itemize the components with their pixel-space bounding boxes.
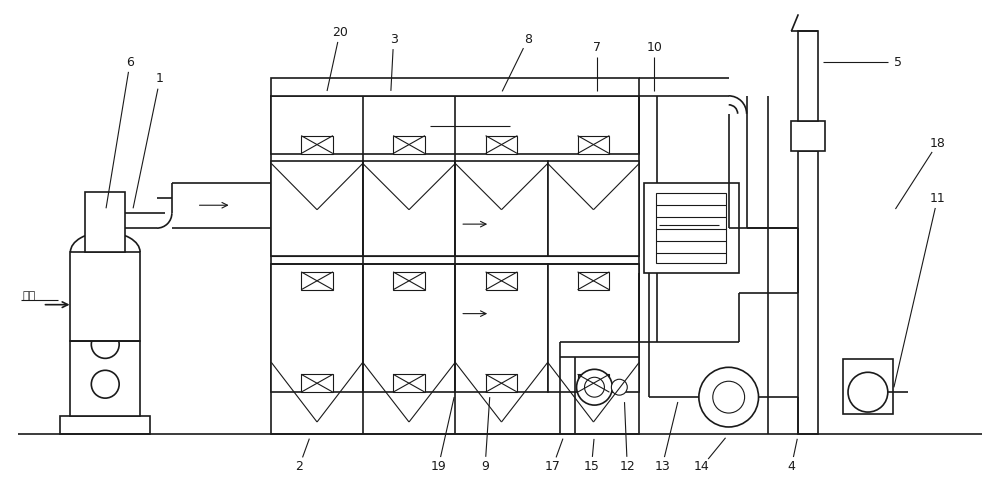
Bar [70, 342, 140, 416]
Text: 12: 12 [619, 460, 635, 473]
Circle shape [848, 372, 888, 412]
Circle shape [713, 381, 745, 413]
Circle shape [699, 367, 759, 427]
Text: 3: 3 [390, 33, 398, 46]
Bar [644, 183, 739, 273]
Text: 14: 14 [694, 460, 710, 473]
Bar [656, 193, 726, 263]
Text: 18: 18 [930, 137, 945, 150]
Bar [455, 264, 548, 392]
Text: 11: 11 [930, 192, 945, 205]
Text: 4: 4 [787, 460, 795, 473]
Circle shape [577, 369, 612, 405]
Bar [301, 374, 333, 392]
Text: 5: 5 [894, 56, 902, 69]
Bar [578, 374, 609, 392]
Text: 9: 9 [481, 460, 489, 473]
Bar [271, 162, 363, 256]
Bar [798, 150, 818, 434]
Bar [843, 359, 893, 414]
Text: 15: 15 [584, 460, 599, 473]
Bar [393, 272, 425, 290]
Bar [578, 272, 609, 290]
Bar [455, 162, 548, 256]
Text: 13: 13 [654, 460, 670, 473]
Bar [301, 272, 333, 290]
Text: 2: 2 [295, 460, 303, 473]
Text: 19: 19 [430, 460, 446, 473]
Text: 7: 7 [593, 40, 601, 54]
Bar [578, 136, 609, 153]
Bar [60, 416, 150, 434]
Bar [70, 252, 140, 342]
Bar [548, 162, 639, 256]
Bar [393, 136, 425, 153]
Circle shape [585, 377, 604, 397]
Bar [486, 374, 517, 392]
Text: 8: 8 [524, 33, 532, 46]
Text: 进气: 进气 [23, 291, 36, 301]
Bar [301, 136, 333, 153]
Bar [393, 374, 425, 392]
Bar [791, 121, 825, 150]
Circle shape [91, 370, 119, 398]
Bar [271, 264, 363, 392]
Text: 17: 17 [545, 460, 561, 473]
Bar [486, 136, 517, 153]
Circle shape [611, 379, 627, 395]
Bar [271, 96, 639, 153]
Bar [363, 264, 455, 392]
Bar [85, 192, 125, 252]
Bar [548, 264, 639, 392]
Bar [486, 272, 517, 290]
Bar [798, 31, 818, 121]
Text: 1: 1 [156, 72, 164, 85]
Bar [271, 96, 639, 434]
Text: 20: 20 [332, 26, 348, 39]
Circle shape [91, 330, 119, 358]
Text: 6: 6 [126, 56, 134, 69]
Bar [363, 162, 455, 256]
Bar [271, 78, 639, 96]
Text: 10: 10 [646, 40, 662, 54]
